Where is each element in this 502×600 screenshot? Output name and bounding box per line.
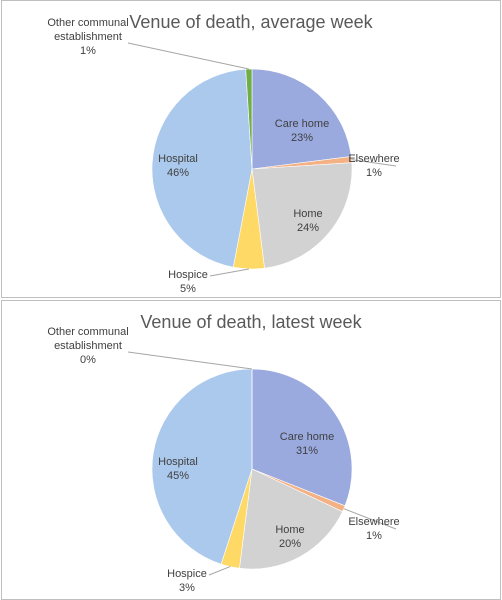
slice-label: Hospice 5%: [148, 268, 228, 296]
category-name: Other communal establishment: [47, 326, 129, 352]
value-label: 31%: [295, 445, 319, 457]
chart-title: Venue of death, latest week: [140, 312, 362, 332]
value-label: 1%: [366, 167, 382, 179]
category-name: Home: [293, 208, 323, 220]
pie-slice: [239, 468, 343, 570]
value-label: 1%: [80, 45, 96, 57]
chart-panel: Venue of death, latest week Care home 31% E…: [1, 300, 501, 600]
leader-line: [208, 566, 231, 576]
value-label: 23%: [290, 132, 314, 144]
value-label: 24%: [296, 222, 320, 234]
slice-label: Care home 23%: [257, 117, 347, 145]
value-label: 1%: [366, 530, 382, 542]
category-name: Elsewhere: [348, 153, 400, 165]
category-name: Elsewhere: [348, 516, 400, 528]
slice-label: Hospital 46%: [138, 152, 218, 180]
leader-line: [127, 351, 253, 370]
slice-label: Home 24%: [268, 207, 348, 235]
pie-slice: [151, 368, 253, 565]
slice-label: Home 20%: [250, 523, 330, 551]
pie-slice: [251, 162, 353, 269]
pie-slice: [151, 68, 253, 268]
category-name: Hospital: [158, 456, 198, 468]
value-label: 5%: [180, 283, 196, 295]
value-label: 46%: [166, 167, 190, 179]
slice-label: Care home 31%: [267, 430, 347, 458]
value-label: 45%: [166, 470, 190, 482]
pie-chart: [127, 351, 397, 576]
slice-label: Elsewhere 1%: [334, 152, 414, 180]
slice-label: Other communal establishment 1%: [41, 16, 136, 58]
slice-label: Hospital 45%: [138, 455, 218, 483]
category-name: Care home: [274, 118, 330, 130]
leader-line: [209, 268, 249, 277]
pie-slice: [251, 68, 352, 170]
leader-line: [351, 159, 397, 167]
category-name: Hospice: [167, 568, 207, 580]
chart-title: Venue of death, average week: [129, 12, 373, 32]
category-name: Other communal establishment: [47, 17, 129, 43]
category-name: Home: [275, 524, 305, 536]
category-name: Hospital: [158, 153, 198, 165]
leader-line: [127, 42, 249, 70]
pie-chart: [127, 42, 397, 277]
slice-label: Elsewhere 1%: [334, 515, 414, 543]
value-label: 20%: [278, 538, 302, 550]
category-name: Care home: [279, 431, 335, 443]
pie-slice: [251, 368, 353, 507]
value-label: 0%: [80, 354, 96, 366]
slice-label: Other communal establishment 0%: [41, 325, 136, 367]
value-label: 3%: [179, 582, 195, 594]
leader-line: [343, 508, 397, 530]
chart-panel: Venue of death, average week Care home 23%…: [1, 0, 501, 298]
pie-slice: [245, 68, 253, 170]
category-name: Hospice: [168, 269, 208, 281]
slice-label: Hospice 3%: [147, 567, 227, 595]
